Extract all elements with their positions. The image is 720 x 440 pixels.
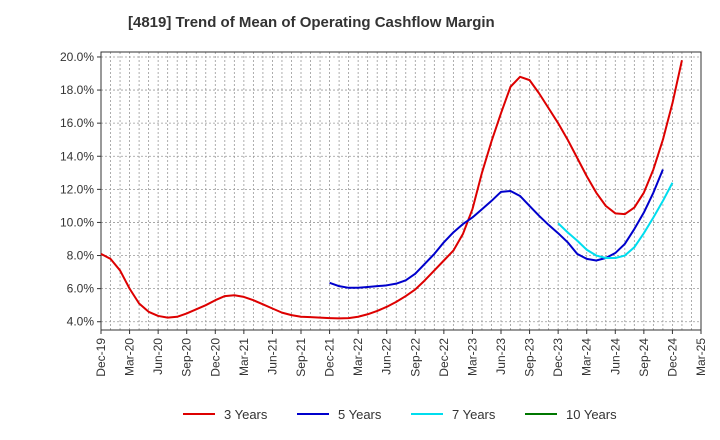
y-tick-label: 12.0% <box>60 182 94 196</box>
x-tick-label: Dec-24 <box>665 338 679 377</box>
x-tick-label: Mar-20 <box>123 338 137 376</box>
x-tick-label: Dec-23 <box>551 338 565 377</box>
x-tick-label: Dec-21 <box>323 338 337 377</box>
y-tick-label: 10.0% <box>60 215 94 229</box>
x-tick-label: Sep-21 <box>294 338 308 377</box>
y-tick-label: 16.0% <box>60 116 94 130</box>
series-line-5-years <box>329 169 664 289</box>
x-tick-label: Mar-24 <box>580 338 594 376</box>
x-axis: Dec-19 Mar-20 Jun-20 Sep-20 Dec-20 Mar-21 Jun-… <box>94 330 708 377</box>
x-tick-label: Sep-22 <box>408 338 422 377</box>
y-axis: 4.0% 6.0% 8.0% 10.0% 12.0% 14.0% 16.0% 18.0% 20.… <box>60 50 101 329</box>
plot-frame <box>100 51 702 331</box>
x-tick-label: Jun-20 <box>151 338 165 375</box>
grid <box>101 52 701 330</box>
y-tick-label: 20.0% <box>60 50 94 64</box>
x-tick-label: Dec-22 <box>437 338 451 377</box>
x-tick-label: Jun-24 <box>608 338 622 375</box>
x-tick-label: Jun-21 <box>265 338 279 375</box>
x-tick-label: Sep-24 <box>637 338 651 377</box>
y-tick-label: 4.0% <box>67 315 95 329</box>
x-tick-label: Sep-23 <box>523 338 537 377</box>
x-tick-label: Sep-20 <box>180 338 194 377</box>
series <box>100 60 683 320</box>
chart-title: [4819] Trend of Mean of Operating Cashfl… <box>128 14 495 31</box>
x-tick-label: Mar-22 <box>351 338 365 376</box>
x-tick-label: Mar-21 <box>237 338 251 376</box>
series-line-3-years <box>100 60 683 320</box>
x-tick-label: Dec-19 <box>94 338 108 377</box>
x-tick-label: Mar-25 <box>694 338 708 376</box>
x-tick-label: Jun-22 <box>380 338 394 375</box>
legend-label: 10 Years <box>566 407 617 422</box>
x-tick-label: Mar-23 <box>465 338 479 376</box>
legend-label: 7 Years <box>452 407 496 422</box>
legend: 3 Years 5 Years 7 Years 10 Years <box>183 407 617 422</box>
x-tick-label: Jun-23 <box>494 338 508 375</box>
series-line-7-years <box>557 182 674 260</box>
y-tick-label: 8.0% <box>67 249 95 263</box>
y-tick-label: 14.0% <box>60 149 94 163</box>
legend-label: 5 Years <box>338 407 382 422</box>
x-tick-label: Dec-20 <box>208 338 222 377</box>
y-tick-label: 18.0% <box>60 83 94 97</box>
legend-label: 3 Years <box>224 407 268 422</box>
y-tick-label: 6.0% <box>67 282 95 296</box>
